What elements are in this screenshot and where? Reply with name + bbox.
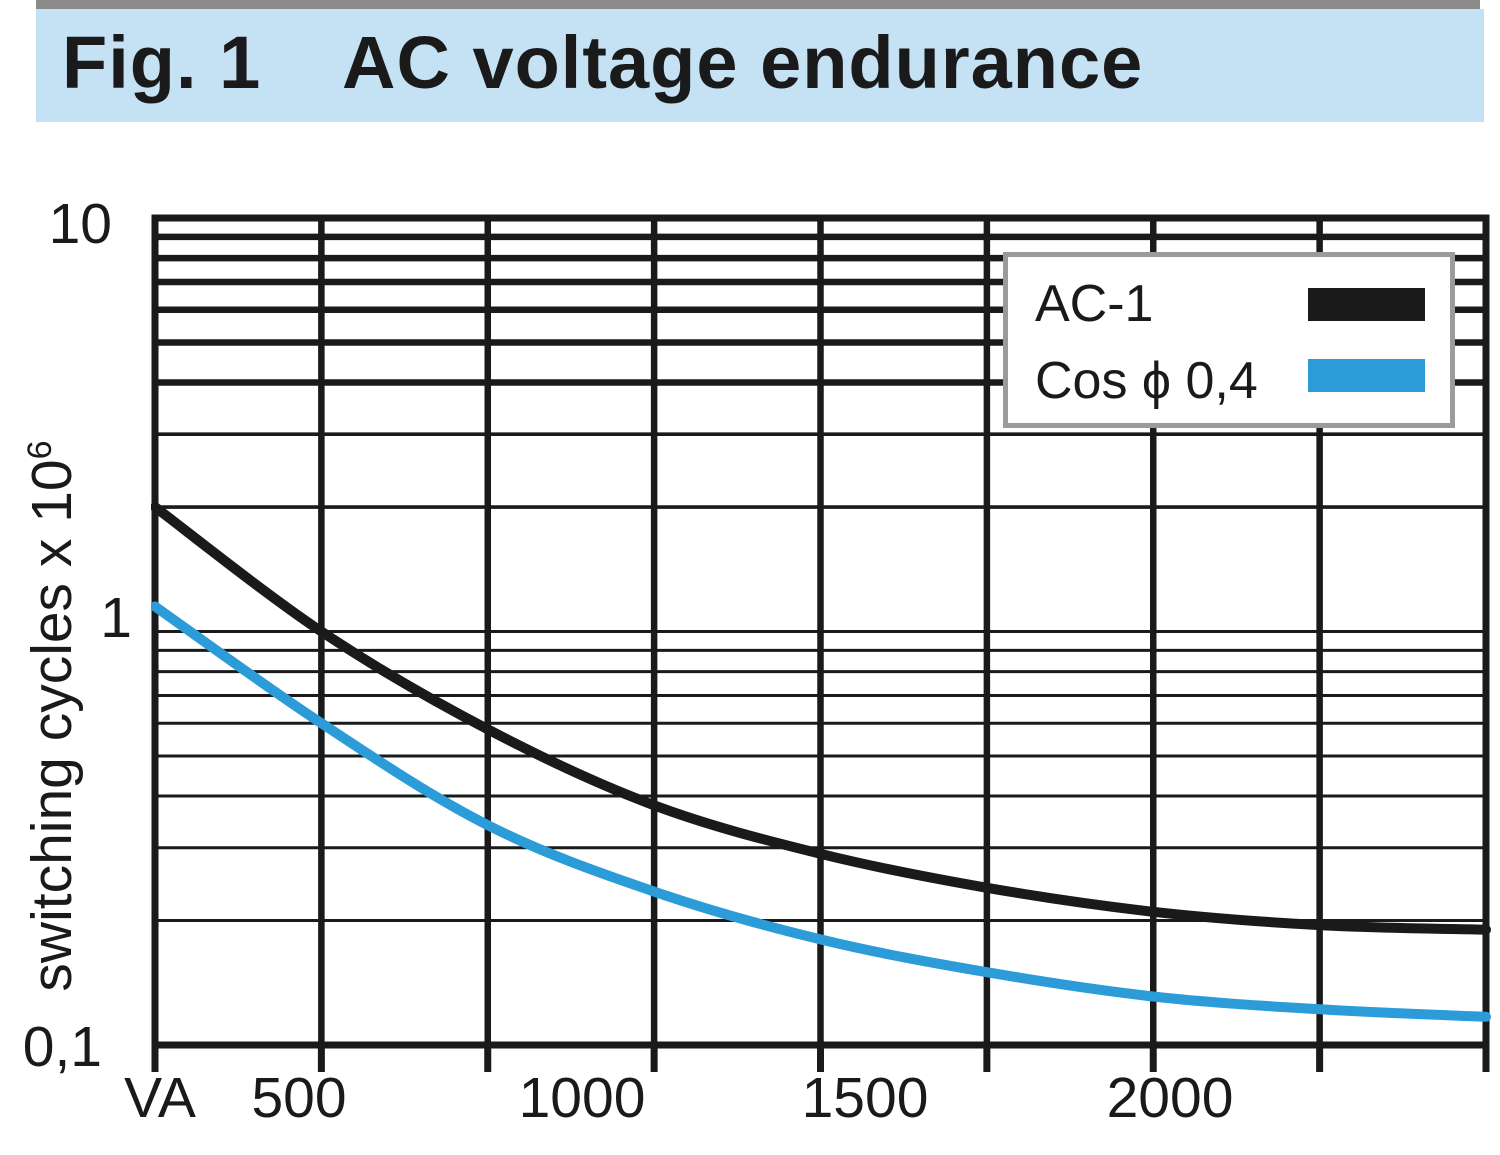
top-gray-bar [36,0,1480,9]
plot-border [151,214,1490,1049]
figure-title: AC voltage endurance [342,20,1144,104]
legend-swatch-cosphi [1308,359,1425,392]
legend-label-ac1: AC-1 [1035,275,1154,333]
curve-cos-phi-0-4 [151,601,1491,1022]
figure-banner: Fig. 1 AC voltage endurance [36,9,1484,122]
x-tick-500: 500 [251,1066,347,1130]
chart-plot-area [151,214,1491,1072]
y-axis-title-text: switching cycles x 10 [20,459,84,992]
y-tick-10: 10 [48,192,112,256]
curve-ac1 [151,502,1491,935]
legend-swatch-ac1 [1308,288,1425,321]
x-tick-1000: 1000 [518,1066,646,1130]
legend-label-cosphi: Cos ϕ 0,4 [1035,352,1258,410]
y-axis-title: switching cycles x 106 [19,440,85,991]
x-tick-2000: 2000 [1106,1066,1234,1130]
x-axis-unit: VA [124,1066,196,1130]
y-tick-0-1: 0,1 [22,1015,102,1079]
y-axis-title-exponent: 6 [21,440,59,460]
figure-number: Fig. 1 [62,20,262,104]
legend-box: AC-1 Cos ϕ 0,4 [1003,252,1455,428]
x-tick-1500: 1500 [801,1066,929,1130]
y-tick-1: 1 [100,586,132,650]
